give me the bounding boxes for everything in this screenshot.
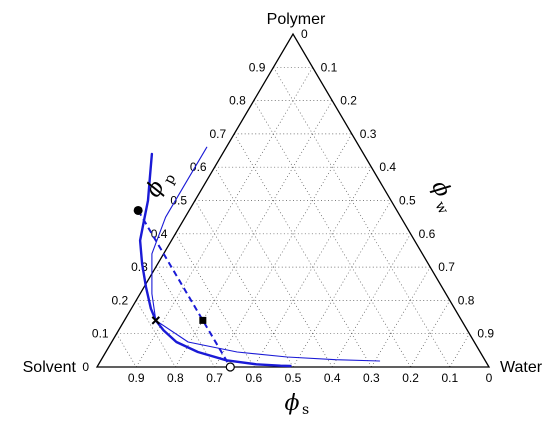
tick-label-right: 0.6 <box>419 227 436 241</box>
tick-label-left: 0.3 <box>131 260 148 274</box>
tick-label-left: 0.2 <box>112 293 129 307</box>
marker-cross <box>151 316 161 325</box>
tick-label-right: 0.1 <box>321 60 338 74</box>
axis-label-bottom-symbol: ϕ <box>285 391 300 416</box>
axis-label-right: ϕ w <box>426 176 455 217</box>
vertex-label-left: Solvent <box>23 359 77 376</box>
grid-line <box>410 300 451 368</box>
tick-labels: 0 0.1 0.2 0.3 0.4 0.5 0.6 0.7 0.8 0.9 0 0.1 0.2 0.3 0.… <box>82 27 494 385</box>
tick-label-right: 0 <box>301 27 308 41</box>
grid <box>116 66 470 368</box>
vertex-label-top: Polymer <box>267 11 326 28</box>
tick-label-bottom: 0.8 <box>167 371 184 385</box>
tick-label-left: 0.1 <box>92 327 109 341</box>
grid-line <box>214 133 353 368</box>
grid-line <box>175 233 255 368</box>
tick-label-left: 0.8 <box>229 94 246 108</box>
tick-label-bottom: 0.9 <box>128 371 145 385</box>
grid-line <box>273 67 451 368</box>
axis-label-bottom-sub: s <box>302 402 309 418</box>
tick-label-bottom: 0.3 <box>363 371 380 385</box>
tick-label-bottom: 0.2 <box>402 371 419 385</box>
tick-label-right: 0.9 <box>477 327 494 341</box>
vertex-label-right: Water <box>500 359 543 376</box>
axis-label-left-sub: p <box>161 172 179 187</box>
marker-filled-square <box>199 316 207 324</box>
tick-label-left: 0.7 <box>210 127 227 141</box>
tie-line <box>137 209 232 368</box>
series-line-thick <box>138 152 292 368</box>
axis-label-bottom: ϕ s <box>285 391 310 418</box>
grid-line <box>194 200 294 368</box>
tick-label-bottom: 0.4 <box>324 371 341 385</box>
marker-open-circle <box>225 362 235 372</box>
tick-label-right: 0.8 <box>458 293 475 307</box>
series-line-thin <box>151 146 208 321</box>
axis-label-right-sub: w <box>431 199 451 217</box>
tick-label-right: 0.5 <box>399 194 416 208</box>
grid-line <box>371 266 431 368</box>
tick-label-bottom: 0.5 <box>285 371 302 385</box>
grid-line <box>135 67 313 368</box>
tick-label-right: 0.2 <box>340 94 357 108</box>
tick-label-bottom: 0 <box>486 371 493 385</box>
grid-line <box>292 200 392 368</box>
series-line-thin <box>155 319 381 362</box>
tick-label-right: 0.7 <box>438 260 455 274</box>
tick-label-left: 0.9 <box>249 60 266 74</box>
tick-label-bottom: 0.7 <box>206 371 223 385</box>
tick-label-right: 0.3 <box>360 127 377 141</box>
grid-line <box>233 133 372 368</box>
tick-label-right: 0.4 <box>379 160 396 174</box>
grid-line <box>135 300 176 368</box>
series <box>137 146 381 368</box>
tick-label-bottom: 0.6 <box>245 371 262 385</box>
grid-line <box>116 333 137 368</box>
grid-line <box>331 233 411 368</box>
triangle-frame <box>95 32 491 368</box>
markers <box>133 205 235 372</box>
tick-label-left: 0.5 <box>170 194 187 208</box>
marker-filled-circle <box>133 205 143 215</box>
tick-label-left: 0.6 <box>190 160 207 174</box>
tick-label-bottom: 0.1 <box>441 371 458 385</box>
marker-cross-stroke <box>151 316 161 325</box>
tick-label-left: 0 <box>82 360 89 374</box>
axis-label-right-symbol: ϕ <box>426 176 455 201</box>
grid-line <box>449 333 470 368</box>
